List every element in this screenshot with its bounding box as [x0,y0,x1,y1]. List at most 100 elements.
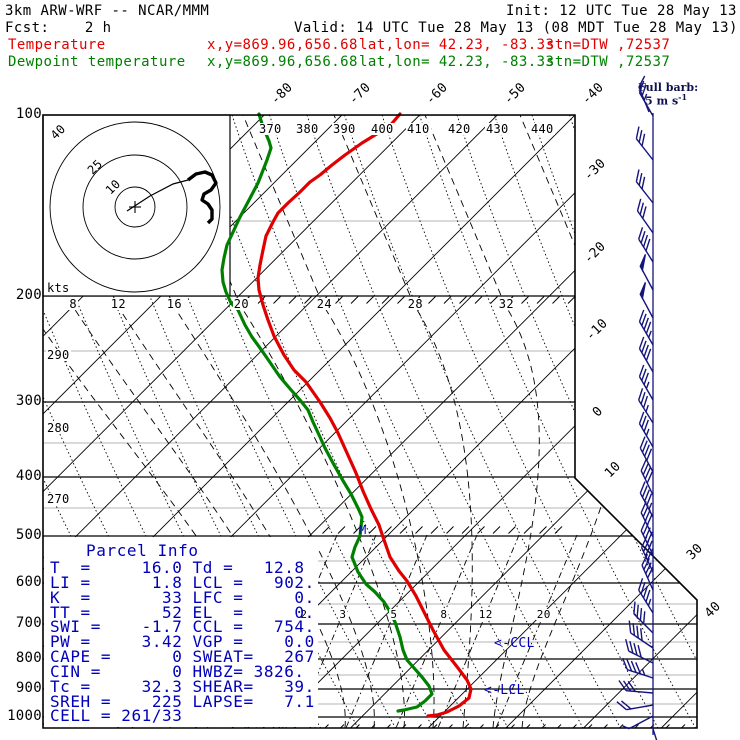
wind-barb [628,620,654,649]
wind-barb [638,578,654,614]
parcel-info-title: Parcel Info [86,541,199,560]
wind-barb [638,227,654,263]
dewpoint-legend-label: Dewpoint temperature [8,54,186,70]
hodograph-inset [42,114,231,297]
temperature-curve [256,112,473,718]
hodograph-ring [49,121,221,293]
wind-barb [638,75,650,113]
theta-label: 380 [295,122,320,137]
parcel-info-row: CELL = 261/33 [50,706,183,726]
fcst-hour: Fcst: 2 h [5,20,112,36]
moist-adiabat-label: 8 [68,297,78,312]
barb-legend-title: Full barb: [638,81,699,94]
wind-barb [639,282,654,319]
parcel-info-row: TT = 52 EL = 0. [50,602,315,622]
wind-barb [618,680,654,694]
wind-barb [640,459,654,496]
wind-barb [641,553,654,591]
pressure-axis-label: 100 [15,106,42,123]
init-time: Init: 12 UTC Tue 28 May 13 [506,3,737,19]
wind-barb [638,364,654,401]
pressure-axis-label: 600 [15,574,42,591]
mixing-ratio-label: 8 [439,607,449,621]
pressure-axis-label: 200 [15,287,42,304]
pressure-axis-label: 400 [15,468,42,485]
wind-barb [635,169,654,204]
pressure-axis-label: 900 [15,680,42,697]
mixing-ratio-label: 20 [535,607,552,621]
wind-barb [638,388,654,424]
pressure-axis-label: 700 [15,615,42,632]
moist-adiabat-label: 28 [406,297,424,312]
wind-barb [616,700,654,711]
dewpoint-legend-latlon: lat,lon= 42.23, -83.33 [359,54,555,70]
theta-label: 290 [46,348,71,363]
parcel-info-row: K = 33 LFC = 0. [50,587,315,607]
theta-label: 280 [46,421,71,436]
theta-label: 390 [332,122,357,137]
moist-adiabat-label: 20 [232,297,250,312]
temperature-legend-latlon: lat,lon= 42.23, -83.33 [359,37,555,53]
wind-barb [639,254,654,291]
wind-barb [625,638,654,664]
moist-adiabat-label: 12 [109,297,127,312]
parcel-info-row: SREH = 225 LAPSE= 7.1 [50,691,315,711]
wind-barb-column [616,75,663,740]
parcel-info-row: PW = 3.42 VGP = 0.0 [50,632,315,652]
hodograph-trace-low [126,179,189,212]
model-title: 3km ARW-WRF -- NCAR/MMM [5,3,210,19]
parcel-info-row: LI = 1.8 LCL = 902. [50,572,315,592]
parcel-info-row: CIN = 0 HWBZ= 3826. [50,661,305,681]
dewpoint-curve [220,112,434,713]
valid-time: Valid: 14 UTC Tue 28 May 13 (08 MDT Tue … [294,20,738,36]
pressure-axis-label: 300 [15,393,42,410]
wind-barb [640,535,654,573]
moist-adiabat-label: 32 [497,297,515,312]
temperature-legend-xy: x,y=869.96,656.68 [207,37,358,53]
parcel-info-row: CAPE = 0 SWEAT= 267 [50,647,315,667]
theta-label: 430 [485,122,510,137]
pressure-axis-label: 500 [15,527,42,544]
wind-barb [622,715,654,730]
theta-label: 410 [406,122,431,137]
pressure-axis-label: 800 [15,650,42,667]
dewpoint-legend-xy: x,y=869.96,656.68 [207,54,358,70]
wind-barb [639,481,654,518]
parcel-info-row: SWI = -1.7 CCL = 754. [50,617,315,637]
wind-barb [635,126,654,161]
hodograph-units-label: kts [47,281,70,296]
moist-adiabat-label: 24 [315,297,333,312]
wind-barb [636,198,654,234]
mixing-ratio-label: 12 [477,607,494,621]
wind-barb [633,601,654,634]
pressure-axis-label: 1000 [7,708,42,725]
parcel-info-table: T = 16.0 Td = 12.8 LI = 1.8 LCL = 902. K =… [50,558,315,726]
hodograph-ring [114,186,156,228]
parcel-info-row: Tc = 32.3 SHEAR= 39. [50,676,315,696]
hodograph-trace [186,170,218,225]
mixing-ratio-label: 2 [299,607,309,621]
theta-label: 400 [370,122,395,137]
hodograph-ring [82,154,188,260]
barb-legend-units: 5 m s-1 [645,92,688,108]
moist-adiabat-label: 16 [165,297,183,312]
wind-barb [639,436,654,473]
theta-label: 420 [447,122,472,137]
mixing-ratio-label: 3 [338,607,348,621]
level-annotation: <-CCL [494,635,535,651]
wind-barb [638,411,654,448]
theta-label: 270 [46,492,71,507]
parcel-info-row: T = 16.0 Td = 12.8 [50,558,305,577]
plot-border [42,114,698,729]
parcel-info-box [44,537,318,727]
wind-barb [638,309,654,346]
mixing-ratio-label: 5 [389,607,399,621]
wind-barb [638,336,654,373]
level-annotation: <-LCL [484,682,525,698]
temperature-legend-stn: stn=DTW ,72537 [546,37,671,53]
wind-barb [652,728,663,740]
temperature-legend-label: Temperature [8,37,106,53]
theta-label: 370 [258,122,283,137]
